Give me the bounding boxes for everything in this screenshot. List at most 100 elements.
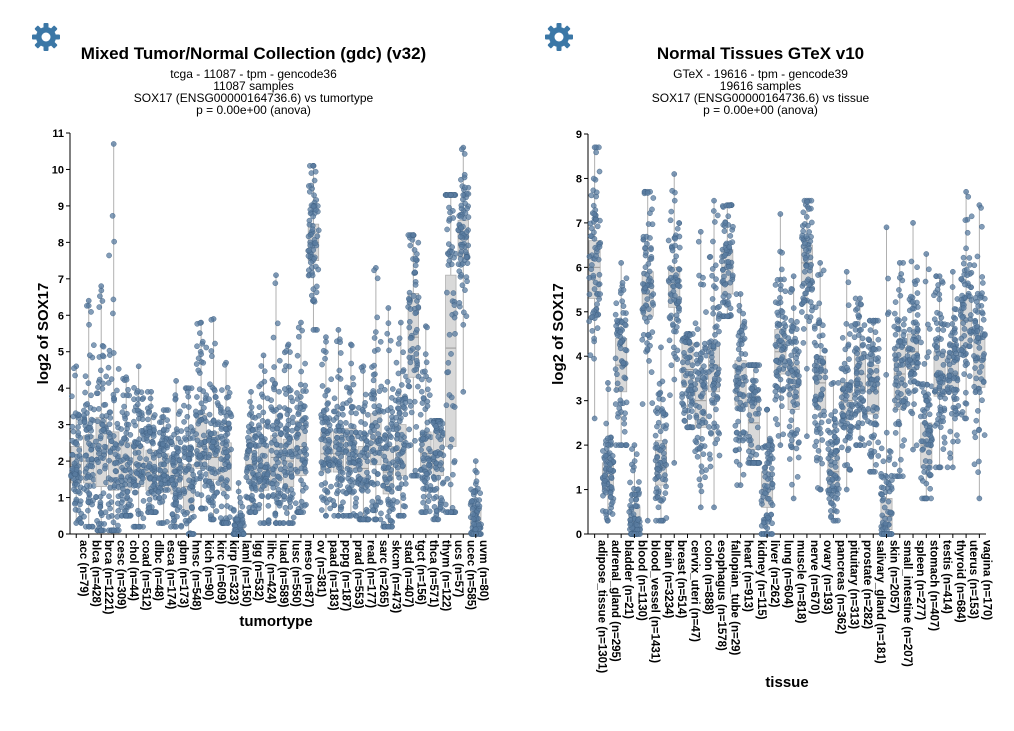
- y-tick-label: 7: [576, 218, 582, 230]
- x-tick-label: heart (n=913): [742, 540, 754, 612]
- x-tick-label: pancreas (n=362): [834, 540, 846, 634]
- box-19: [305, 163, 322, 333]
- x-tick-label: salivary_gland (n=181): [874, 540, 886, 664]
- points: [342, 341, 360, 519]
- points: [205, 316, 222, 523]
- box-6: [143, 389, 160, 515]
- x-tick-label: lgg (n=532): [252, 540, 264, 601]
- chart-subtitle-2: 11087 samples: [213, 79, 294, 93]
- x-tick-label: gbm (n=173): [177, 540, 189, 608]
- x-tick-label: adipose_tissue (n=1301): [596, 540, 608, 673]
- box-20: [318, 334, 335, 519]
- points: [586, 144, 604, 422]
- box-plot: 0 1 2 3 4 5 6 7 8 9 10 11 log2 of SOX17 tumortype acc …: [35, 128, 489, 630]
- points: [878, 224, 895, 537]
- box-17: [280, 341, 297, 526]
- box-8: [168, 378, 185, 530]
- box-21: [865, 317, 882, 475]
- gear-shape: [32, 23, 60, 51]
- points: [68, 363, 85, 526]
- x-tick-label: colon (n=888): [702, 540, 714, 615]
- y-tick-label: 3: [576, 396, 582, 408]
- box-11: [205, 316, 222, 523]
- box-28: [957, 188, 975, 422]
- y-tick-label: 3: [58, 420, 64, 432]
- points: [944, 268, 962, 471]
- points: [81, 297, 97, 530]
- points: [193, 319, 210, 512]
- box-5: [652, 344, 670, 524]
- points: [230, 480, 247, 537]
- box-25: [918, 251, 935, 502]
- points: [838, 268, 856, 493]
- box-23: [891, 260, 909, 480]
- points: [405, 232, 422, 479]
- box-9: [180, 385, 197, 537]
- box-22: [878, 224, 895, 537]
- x-axis-title: tissue: [765, 674, 808, 691]
- box-13: [758, 406, 776, 537]
- points: [367, 265, 384, 523]
- chart-subtitle-4: p = 0.00e+00 (anova): [703, 103, 818, 117]
- points: [851, 295, 869, 448]
- x-tick-label: muscle (n=818): [795, 540, 807, 624]
- box-10: [193, 319, 210, 512]
- points: [143, 389, 160, 515]
- box-28: [417, 323, 434, 515]
- points: [243, 389, 260, 515]
- box-15: [785, 273, 802, 502]
- box-17: [811, 260, 829, 493]
- x-tick-label: pituitary (n=313): [848, 540, 860, 629]
- points: [705, 197, 723, 511]
- chart-title: Mixed Tumor/Normal Collection (gdc) (v32…: [80, 44, 427, 63]
- box-7: [679, 331, 696, 431]
- right-chart-panel: Normal Tissues GTeX v10 GTeX - 19616 - t…: [507, 0, 1014, 731]
- points: [612, 260, 630, 448]
- points: [155, 407, 172, 526]
- x-tick-label: sarc (n=265): [377, 540, 389, 608]
- x-tick-label: small_intestine (n=207): [901, 540, 913, 667]
- box-27: [944, 268, 962, 471]
- x-tick-label: blood_vessel (n=1431): [649, 540, 661, 663]
- x-tick-label: breast (n=514): [675, 540, 687, 618]
- x-tick-label: lihc (n=424): [265, 540, 277, 604]
- gear-icon[interactable]: [544, 22, 574, 52]
- y-tick-label: 5: [58, 347, 64, 359]
- gear-icon[interactable]: [31, 22, 61, 52]
- x-tick-label: ucec (n=585): [464, 540, 476, 610]
- points: [105, 141, 122, 534]
- x-tick-label: prostate (n=282): [861, 540, 873, 629]
- box-12: [217, 359, 235, 526]
- box-16: [799, 197, 816, 440]
- points: [305, 163, 322, 333]
- points: [865, 317, 882, 475]
- x-tick-label: esophagus (n=1578): [715, 540, 727, 651]
- x-tick-label: skcm (n=473): [389, 540, 401, 613]
- box-14: [243, 389, 260, 515]
- chart-title: Normal Tissues GTeX v10: [656, 44, 865, 63]
- points: [467, 458, 484, 537]
- box-20: [851, 295, 869, 448]
- box-5: [130, 363, 147, 530]
- points: [330, 327, 347, 519]
- box-11: [732, 291, 749, 488]
- chart-subtitle-3: SOX17 (ENSG00000164736.6) vs tissue: [651, 91, 870, 105]
- y-tick-label: 1: [576, 485, 582, 497]
- x-tick-label: uterus (n=153): [967, 540, 979, 619]
- gear-shape: [545, 23, 573, 51]
- points: [785, 273, 802, 502]
- box-1: [81, 297, 97, 530]
- box-16: [268, 272, 284, 526]
- x-tick-label: hnsc (n=548): [190, 540, 202, 611]
- y-tick-label: 2: [58, 456, 64, 468]
- box-18: [292, 319, 310, 515]
- x-tick-label: acc (n=79): [77, 540, 89, 597]
- chart-subtitle-4: p = 0.00e+00 (anova): [196, 103, 311, 117]
- points: [971, 202, 988, 502]
- x-tick-label: paad (n=183): [327, 540, 339, 611]
- x-tick-label: testis (n=414): [941, 540, 953, 614]
- x-tick-label: lung (n=604): [781, 540, 793, 608]
- box-13: [230, 480, 247, 537]
- points: [652, 344, 670, 524]
- x-tick-label: kich (n=90): [202, 540, 214, 601]
